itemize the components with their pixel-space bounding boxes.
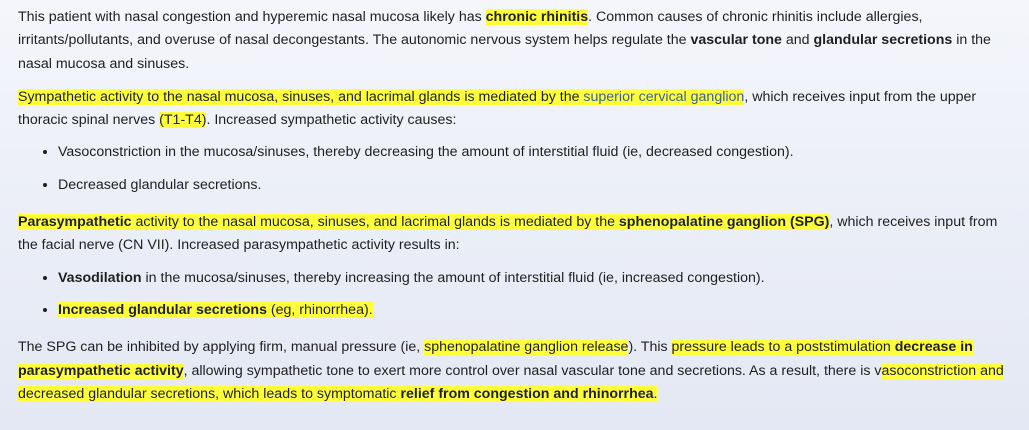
paragraph-parasympathetic: Parasympathetic activity to the nasal mu… <box>18 211 1013 258</box>
list-item: Increased glandular secretions (eg, rhin… <box>58 299 1013 322</box>
link-superior-cervical-ganglion[interactable]: superior cervical ganglion <box>583 88 745 105</box>
parasympathetic-effects-list: Vasodilation in the mucosa/sinuses, ther… <box>18 267 1013 323</box>
sympathetic-text-1: , which receives input from the upper th… <box>18 88 977 129</box>
highlight-sympathetic-activity: Sympathetic activity to the nasal mucosa… <box>18 88 584 105</box>
vasodilation-text: in the mucosa/sinuses, thereby increasin… <box>141 269 765 286</box>
paragraph-spg-release: The SPG can be inhibited by applying fir… <box>18 336 1013 406</box>
paragraph-intro: This patient with nasal congestion and h… <box>18 6 1013 76</box>
highlight-period: . <box>653 385 658 402</box>
parasympathetic-text-1: , which receives input from the facial n… <box>18 214 998 254</box>
highlight-pressure-leads: pressure leads to a poststimulation <box>671 339 895 356</box>
highlight-rhinorrhea: (eg, rhinorrhea). <box>266 301 373 318</box>
sympathetic-text-2: . Increased sympathetic activity causes: <box>206 112 457 129</box>
spg-text-3: , allowing sympathetic tone to exert mor… <box>183 362 882 379</box>
highlight-chronic-rhinitis: chronic rhinitis <box>485 9 589 25</box>
list-item: Decreased glandular secretions. <box>58 174 1013 197</box>
highlight-sphenopalatine-ganglion: sphenopalatine ganglion (SPG) <box>618 214 830 231</box>
list-item: Vasodilation in the mucosa/sinuses, ther… <box>58 267 1013 290</box>
highlight-parasympathetic-activity: activity to the nasal mucosa, sinuses, a… <box>131 214 619 231</box>
list-item: Vasoconstriction in the mucosa/sinuses, … <box>58 141 1013 164</box>
spg-text-2: ). This <box>628 339 672 356</box>
spg-text-1: The SPG can be inhibited by applying fir… <box>18 339 425 356</box>
highlight-parasympathetic: Parasympathetic <box>18 214 132 231</box>
bold-glandular-secretions: glandular secretions <box>813 32 953 49</box>
intro-text-3: and <box>781 32 814 49</box>
paragraph-sympathetic: Sympathetic activity to the nasal mucosa… <box>18 86 1013 133</box>
highlight-t1-t4: (T1-T4) <box>159 112 207 129</box>
intro-text-4: in the nasal mucosa and sinuses. <box>18 32 991 72</box>
bold-vasodilation: Vasodilation <box>58 269 142 286</box>
sympathetic-effects-list: Vasoconstriction in the mucosa/sinuses, … <box>18 141 1013 197</box>
highlight-relief-congestion: relief from congestion and rhinorrhea <box>400 385 654 402</box>
highlight-increased-glandular-secretions: Increased glandular secretions <box>58 301 267 318</box>
explanation-content: This patient with nasal congestion and h… <box>18 6 1013 406</box>
intro-text-1: This patient with nasal congestion and h… <box>18 9 486 25</box>
bold-vascular-tone: vascular tone <box>690 32 782 49</box>
intro-text-2: . Common causes of chronic rhinitis incl… <box>18 9 923 49</box>
highlight-spg-release: sphenopalatine ganglion release <box>424 339 629 356</box>
